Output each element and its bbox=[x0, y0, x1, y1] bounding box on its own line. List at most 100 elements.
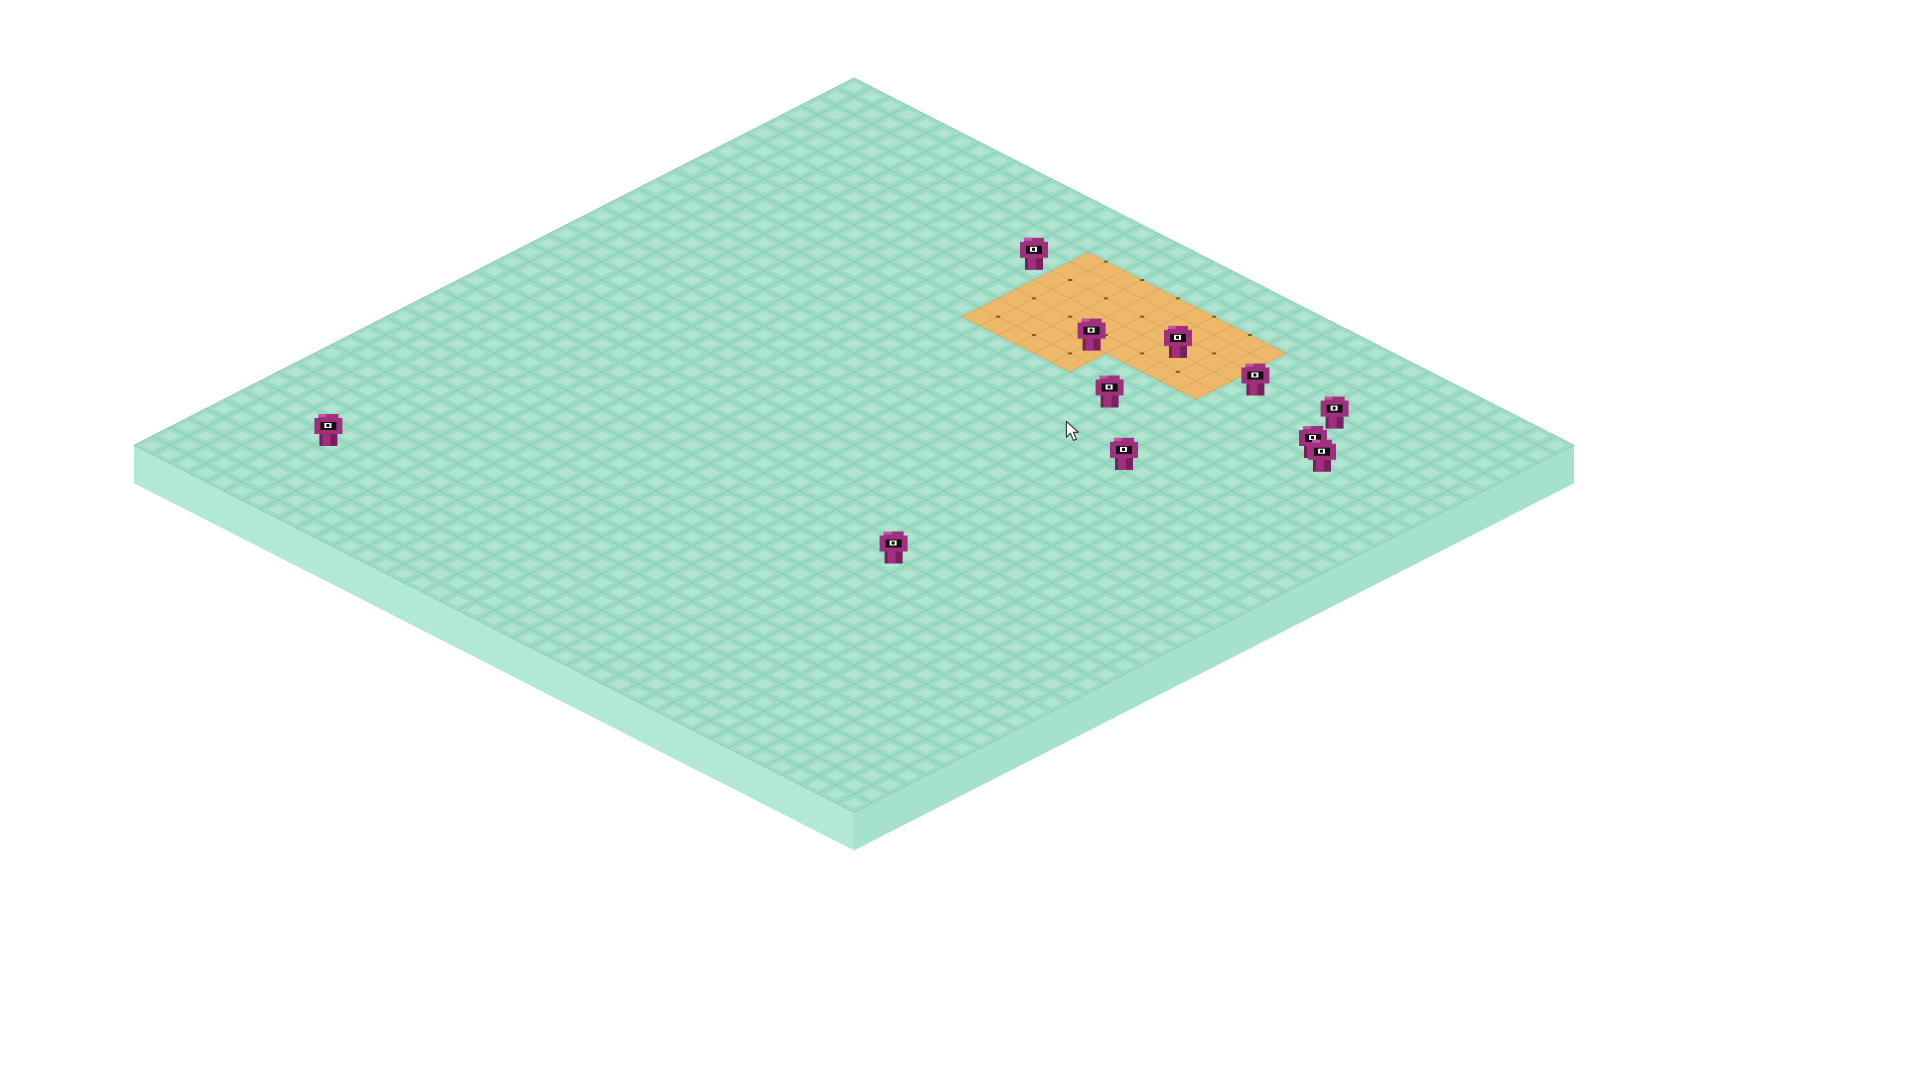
tile-bevel bbox=[502, 587, 522, 598]
tile-bevel bbox=[1330, 458, 1350, 469]
highlighted-zone[interactable] bbox=[961, 252, 1287, 400]
tile-bevel bbox=[1258, 311, 1278, 322]
tile-bevel bbox=[1312, 522, 1332, 533]
tile-bevel bbox=[682, 697, 702, 708]
tile-bevel bbox=[754, 531, 774, 543]
tile-bevel bbox=[1474, 458, 1494, 469]
tile-bevel bbox=[1276, 357, 1296, 368]
tile-bevel bbox=[952, 743, 972, 754]
zone-tile[interactable] bbox=[1177, 380, 1215, 400]
tile-bevel bbox=[934, 329, 954, 341]
tile-bevel bbox=[1384, 504, 1404, 515]
tile-bevel bbox=[412, 541, 432, 552]
tile-bevel bbox=[1258, 587, 1278, 598]
tile-grid[interactable] bbox=[133, 77, 1575, 813]
tile-bevel bbox=[1258, 329, 1278, 341]
tile-bevel bbox=[718, 476, 738, 487]
tile-bevel bbox=[286, 513, 306, 524]
tile-bevel bbox=[772, 394, 792, 405]
tile-bevel bbox=[1204, 541, 1224, 552]
creature-3[interactable] bbox=[1241, 363, 1270, 396]
tile-bevel bbox=[502, 256, 522, 267]
tile-bevel bbox=[1330, 531, 1350, 543]
tile-bevel bbox=[556, 247, 576, 258]
tile-bevel bbox=[916, 467, 936, 478]
tile-bevel bbox=[394, 385, 414, 396]
tile-bevel bbox=[862, 366, 882, 377]
tile-bevel bbox=[754, 587, 774, 598]
tile-bevel bbox=[772, 137, 792, 148]
tile-bevel bbox=[1294, 366, 1314, 377]
tile-bevel bbox=[1294, 568, 1314, 579]
tile-bevel bbox=[592, 302, 612, 313]
tile-bevel bbox=[682, 403, 702, 414]
tile-bevel bbox=[610, 256, 630, 267]
tile-bevel bbox=[502, 421, 522, 432]
tile-bevel bbox=[754, 568, 774, 579]
tile-bevel bbox=[916, 210, 936, 221]
creature-2[interactable] bbox=[1164, 325, 1192, 358]
tile-bevel bbox=[1240, 522, 1260, 533]
tile-bevel bbox=[844, 247, 864, 258]
tile-bevel bbox=[898, 587, 918, 598]
tile-bevel bbox=[322, 531, 342, 543]
tile-bevel bbox=[1510, 440, 1530, 451]
creature-1[interactable] bbox=[1020, 237, 1048, 270]
tile-bevel bbox=[520, 577, 540, 588]
tile-bevel bbox=[916, 173, 936, 185]
tile-bevel bbox=[718, 715, 738, 726]
tile-bevel bbox=[754, 660, 774, 671]
tile-bevel bbox=[682, 183, 702, 194]
creature-4[interactable] bbox=[1077, 318, 1106, 351]
creature-body-front bbox=[1249, 383, 1258, 396]
tile-bevel bbox=[1168, 467, 1188, 478]
tile-bevel bbox=[862, 385, 882, 396]
tile-bevel bbox=[1006, 715, 1026, 726]
creature-6[interactable] bbox=[1308, 439, 1336, 472]
tile-bevel bbox=[970, 256, 990, 267]
tile-bevel bbox=[754, 642, 774, 653]
creature-hood bbox=[1168, 325, 1188, 332]
creature-layer[interactable] bbox=[314, 237, 1349, 564]
tile-bevel bbox=[664, 302, 684, 313]
tile-bevel bbox=[340, 412, 360, 423]
tile-bevel bbox=[1402, 385, 1422, 396]
tile-bevel bbox=[556, 596, 576, 607]
tile-bevel bbox=[700, 688, 720, 699]
zone-tile[interactable] bbox=[1051, 353, 1089, 373]
tile-bevel bbox=[592, 614, 612, 625]
tile-bevel bbox=[952, 375, 972, 386]
tile-bevel bbox=[664, 651, 684, 662]
creature-5[interactable] bbox=[1320, 396, 1349, 429]
tile-bevel bbox=[466, 348, 486, 359]
tile-bevel bbox=[916, 577, 936, 588]
tile-bevel bbox=[1348, 357, 1368, 368]
tile-bevel bbox=[556, 486, 576, 497]
creature-10[interactable] bbox=[314, 414, 343, 446]
tile-bevel bbox=[268, 394, 288, 405]
tile-bevel bbox=[808, 541, 828, 552]
tile-bevel bbox=[1384, 375, 1404, 386]
tile-bevel bbox=[826, 348, 846, 359]
tile-bevel bbox=[1078, 421, 1098, 432]
tile-bevel bbox=[1204, 614, 1224, 625]
creature-11[interactable] bbox=[879, 531, 908, 564]
tile-bevel bbox=[736, 284, 756, 295]
tile-bevel bbox=[970, 219, 990, 230]
creature-7[interactable] bbox=[1095, 375, 1124, 408]
tile-bevel bbox=[1024, 229, 1044, 240]
creature-9[interactable] bbox=[1110, 437, 1138, 470]
tile-bevel bbox=[646, 476, 666, 487]
tile-bevel bbox=[880, 173, 900, 185]
tile-bevel bbox=[232, 486, 252, 497]
tile-bevel bbox=[1348, 486, 1368, 497]
tile-bevel bbox=[682, 201, 702, 212]
tile-bevel bbox=[844, 192, 864, 203]
tile-bevel bbox=[772, 118, 792, 129]
tile-bevel bbox=[826, 146, 846, 157]
tile-bevel bbox=[556, 467, 576, 478]
tile-bevel bbox=[1114, 513, 1134, 524]
tile-bevel bbox=[1276, 339, 1296, 350]
